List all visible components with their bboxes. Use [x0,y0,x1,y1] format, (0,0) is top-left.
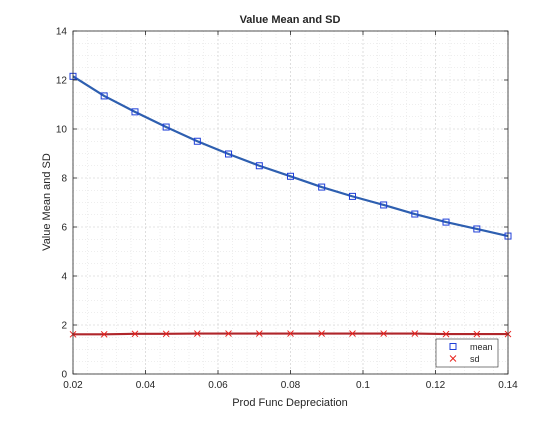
x-axis-label: Prod Func Depreciation [232,397,348,409]
data-point-sd [225,330,232,337]
x-tick-label: 0.14 [498,380,518,391]
x-tick-label: 0.04 [136,380,156,391]
y-axis-label: Value Mean and SD [41,153,53,251]
legend-label-mean: mean [470,342,493,352]
legend-symbol-mean [449,343,457,350]
data-point-sd-stroke-b [318,330,326,337]
data-point-mean [225,150,233,158]
data-point-mean [348,192,356,200]
x-tick-label: 0.08 [281,380,301,391]
data-point-sd-stroke-b [380,330,388,337]
y-tick-label: 2 [61,321,67,332]
legend-marker-mean [449,343,457,350]
legend-symbol-sd [449,355,457,362]
series-line-mean [72,75,509,238]
data-point-sd [380,330,388,337]
y-tick-label: 0 [61,370,67,381]
data-point-sd [349,330,356,337]
data-point-sd [473,330,481,338]
data-point-sd [411,330,419,337]
x-tick-label: 0.1 [356,380,370,391]
data-point-sd [162,330,170,338]
data-point-mean [255,162,263,170]
y-tick-label: 10 [56,125,68,136]
y-tick-label: 12 [56,76,68,87]
data-point-sd-stroke-b [225,330,232,337]
data-point-mean [411,210,419,218]
data-point-mean [131,108,139,116]
data-point-sd [318,330,326,337]
data-point-mean [442,218,450,226]
data-point-mean [318,183,326,191]
data-point-sd-stroke-b [162,330,170,338]
data-point-sd [287,330,294,337]
data-point-mean [193,137,201,145]
data-point-sd [442,330,450,338]
data-point-sd-stroke-b [442,330,450,338]
data-point-mean [473,225,481,233]
data-point-sd-stroke-b [473,330,481,338]
data-point-sd-stroke-b [411,330,419,337]
legend-box [435,338,499,368]
tick-labels-layer: 0.02 0.04 0.06 0.08 0.1 0.12 0.14 0 2 4 6 8 10 12 14 [56,27,518,392]
chart-title: Value Mean and SD [240,14,341,26]
data-point-mean [287,172,294,180]
minor-grid [73,31,508,374]
data-point-sd-stroke-b [193,330,201,337]
data-point-sd [100,330,108,338]
y-tick-label: 14 [56,27,68,38]
data-point-sd-stroke-b [287,330,294,337]
data-point-sd [255,330,263,337]
data-point-mean [100,92,108,100]
legend-symbol-sd-stroke-b [449,355,457,362]
y-tick-label: 4 [61,272,67,283]
legend-label-sd: sd [470,354,480,364]
data-point-sd-stroke-b [100,330,108,338]
y-tick-label: 8 [61,174,67,185]
data-point-sd [131,330,139,338]
legend-marker-sd [449,355,457,362]
legend: mean sd [435,338,499,368]
ticks-layer [72,30,509,375]
data-point-sd-stroke-b [131,330,139,338]
series-layer [69,72,512,338]
data-point-sd-stroke-b [255,330,263,337]
x-tick-label: 0.06 [208,380,228,391]
data-point-mean [380,201,388,209]
x-tick-label: 0.02 [63,380,83,391]
data-point-mean [162,123,170,131]
x-tick-label: 0.12 [426,380,446,391]
data-point-sd [193,330,201,337]
data-point-sd-stroke-b [349,330,356,337]
y-tick-label: 6 [61,223,67,234]
